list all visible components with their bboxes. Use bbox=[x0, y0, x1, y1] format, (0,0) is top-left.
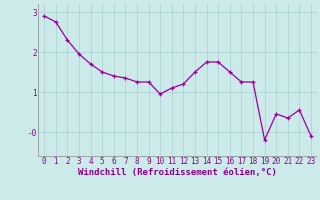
X-axis label: Windchill (Refroidissement éolien,°C): Windchill (Refroidissement éolien,°C) bbox=[78, 168, 277, 177]
